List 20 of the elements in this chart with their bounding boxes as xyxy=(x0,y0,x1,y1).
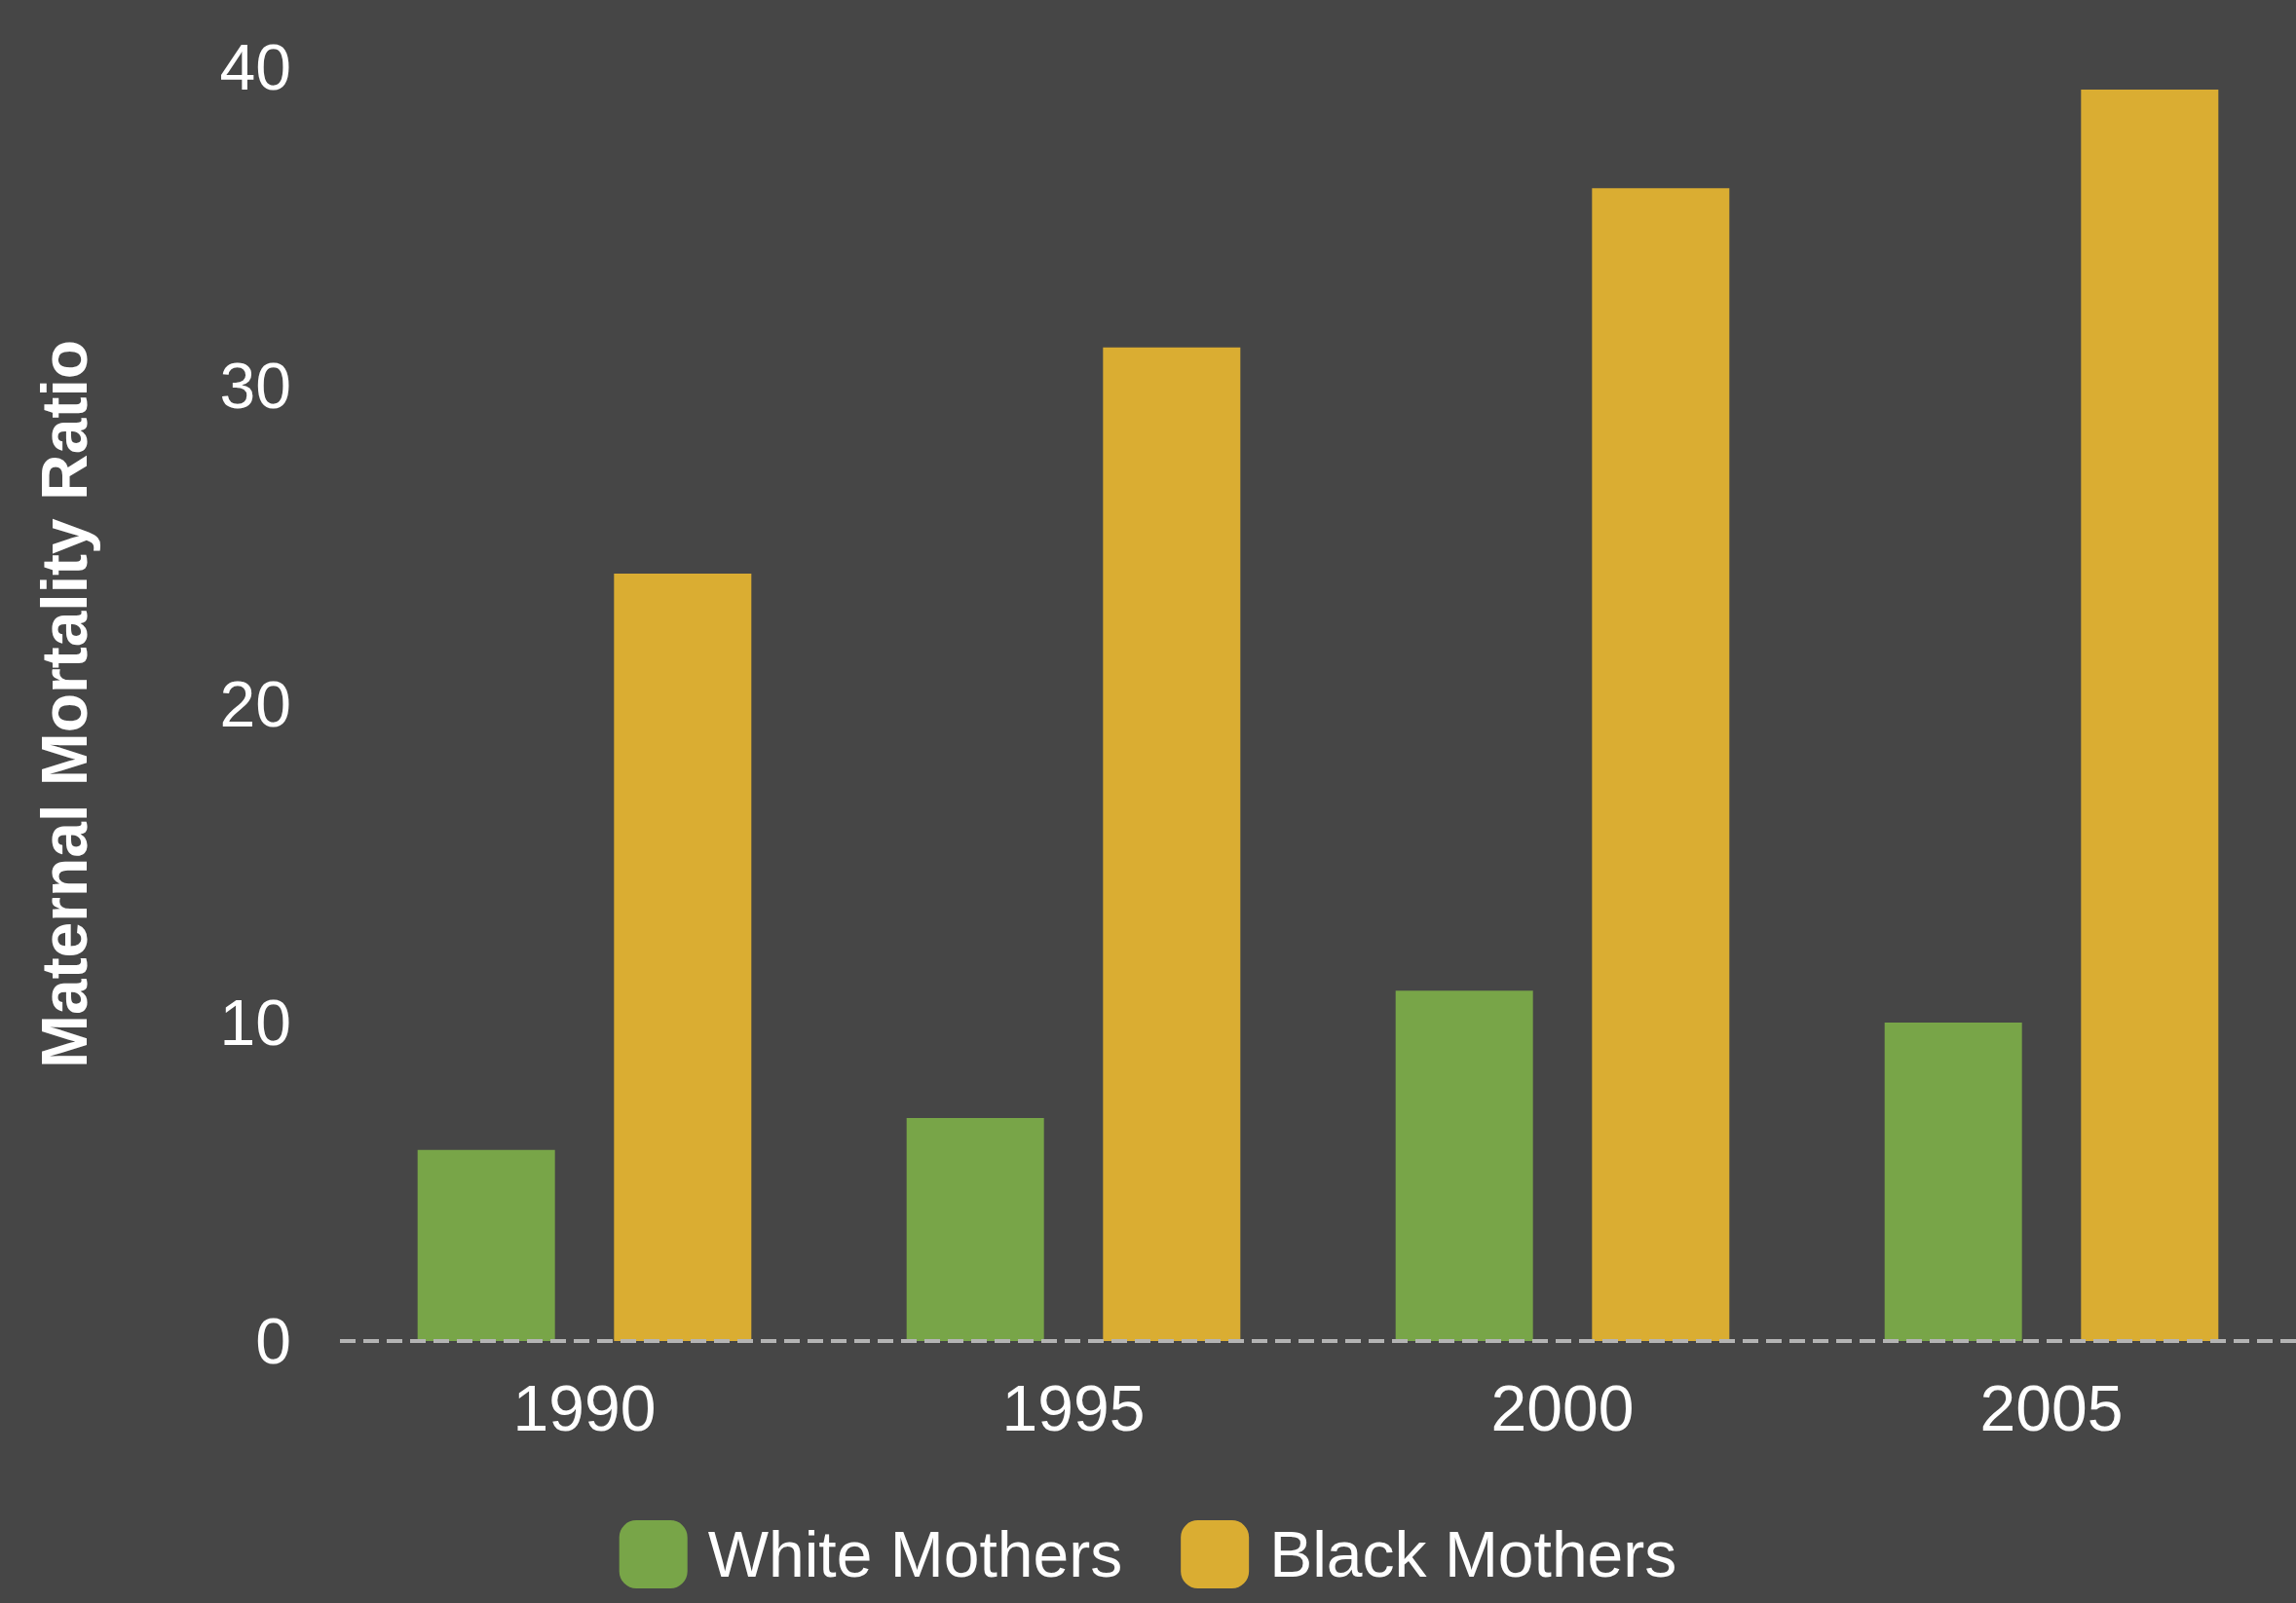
bar xyxy=(906,1118,1044,1341)
bar xyxy=(1592,188,1730,1341)
legend-label: Black Mothers xyxy=(1269,1518,1677,1590)
y-tick-label: 20 xyxy=(219,668,291,740)
bar xyxy=(614,573,752,1341)
bar xyxy=(1395,990,1533,1341)
y-tick-label: 30 xyxy=(219,350,291,422)
x-tick-label: 2005 xyxy=(1979,1372,2124,1444)
y-tick-label: 10 xyxy=(219,987,291,1059)
x-tick-label: 1995 xyxy=(1001,1372,1146,1444)
bar xyxy=(1884,1023,2022,1341)
bar xyxy=(417,1149,555,1341)
x-tick-label: 1990 xyxy=(512,1372,657,1444)
y-tick-label: 0 xyxy=(255,1305,291,1377)
y-tick-label: 40 xyxy=(219,31,291,103)
bar xyxy=(1103,347,1241,1341)
legend-label: White Mothers xyxy=(707,1518,1123,1590)
y-axis-title: Maternal Mortality Ratio xyxy=(28,339,100,1069)
bar xyxy=(2081,89,2219,1341)
x-tick-label: 2000 xyxy=(1490,1372,1635,1444)
